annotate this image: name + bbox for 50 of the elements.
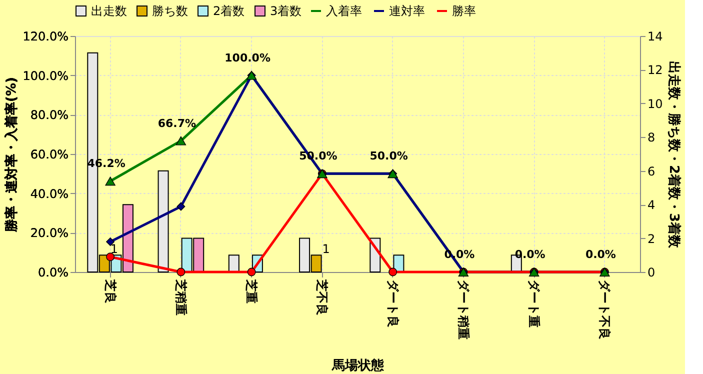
y2-tick-label: 6 xyxy=(648,164,656,178)
x-tick-label: ダート重 xyxy=(527,280,542,328)
legend-label: 入着率 xyxy=(326,4,362,18)
y2-tick-label: 14 xyxy=(648,30,663,44)
point xyxy=(105,176,116,186)
data-label: 100.0% xyxy=(224,51,270,64)
x-tick-label: ダート良 xyxy=(386,280,400,328)
point xyxy=(176,202,186,211)
bar xyxy=(158,170,169,272)
x-tick-label: 芝重 xyxy=(244,278,259,304)
y2-axis-title: 出走数・勝ち数・2着数・3着数 xyxy=(666,60,682,250)
y-tick-label: 120.0% xyxy=(22,30,68,44)
x-axis-title: 馬場状態 xyxy=(331,358,385,374)
y-axis-title: 勝率・連対率・入着率(%) xyxy=(4,77,20,233)
point xyxy=(106,237,115,246)
legend-label: 3着数 xyxy=(270,4,302,18)
y-tick-label: 40.0% xyxy=(30,186,68,201)
y-tick-label: 0.0% xyxy=(38,266,68,280)
y-tick-label: 60.0% xyxy=(30,148,68,162)
point xyxy=(247,268,256,276)
x-tick-label: 芝稍重 xyxy=(174,278,188,316)
bar xyxy=(228,254,240,272)
data-label: 0.0% xyxy=(514,248,546,261)
legend-label: 出走数 xyxy=(91,4,127,18)
point xyxy=(176,268,186,276)
y2-tick-label: 10 xyxy=(648,96,663,111)
data-label: 50.0% xyxy=(370,150,408,163)
legend-label: 勝ち数 xyxy=(152,4,188,18)
legend-label: 勝率 xyxy=(452,4,476,18)
point xyxy=(176,136,186,146)
data-label: 1 xyxy=(110,242,118,256)
x-tick-label: ダート稍重 xyxy=(456,280,470,340)
y2-tick-label: 12 xyxy=(648,63,663,78)
x-tick-label: 芝良 xyxy=(103,278,118,304)
y2-tick-label: 2 xyxy=(648,232,656,246)
data-label: 1 xyxy=(322,242,330,256)
legend-label: 2着数 xyxy=(213,4,245,18)
data-label: 0.0% xyxy=(585,248,616,261)
x-tick-label: ダート不良 xyxy=(598,280,612,340)
y-tick-label: 100.0% xyxy=(22,68,68,83)
y-tick-label: 20.0% xyxy=(30,226,68,240)
x-tick-label: 芝不良 xyxy=(315,278,330,316)
data-label: 66.7% xyxy=(158,116,196,130)
point xyxy=(388,268,398,276)
y2-tick-label: 4 xyxy=(648,198,656,212)
y2-tick-label: 8 xyxy=(648,130,656,145)
y-tick-label: 80.0% xyxy=(30,108,68,122)
point xyxy=(106,252,115,262)
y2-tick-label: 0 xyxy=(648,266,656,280)
legend-label: 連対率 xyxy=(389,4,425,18)
